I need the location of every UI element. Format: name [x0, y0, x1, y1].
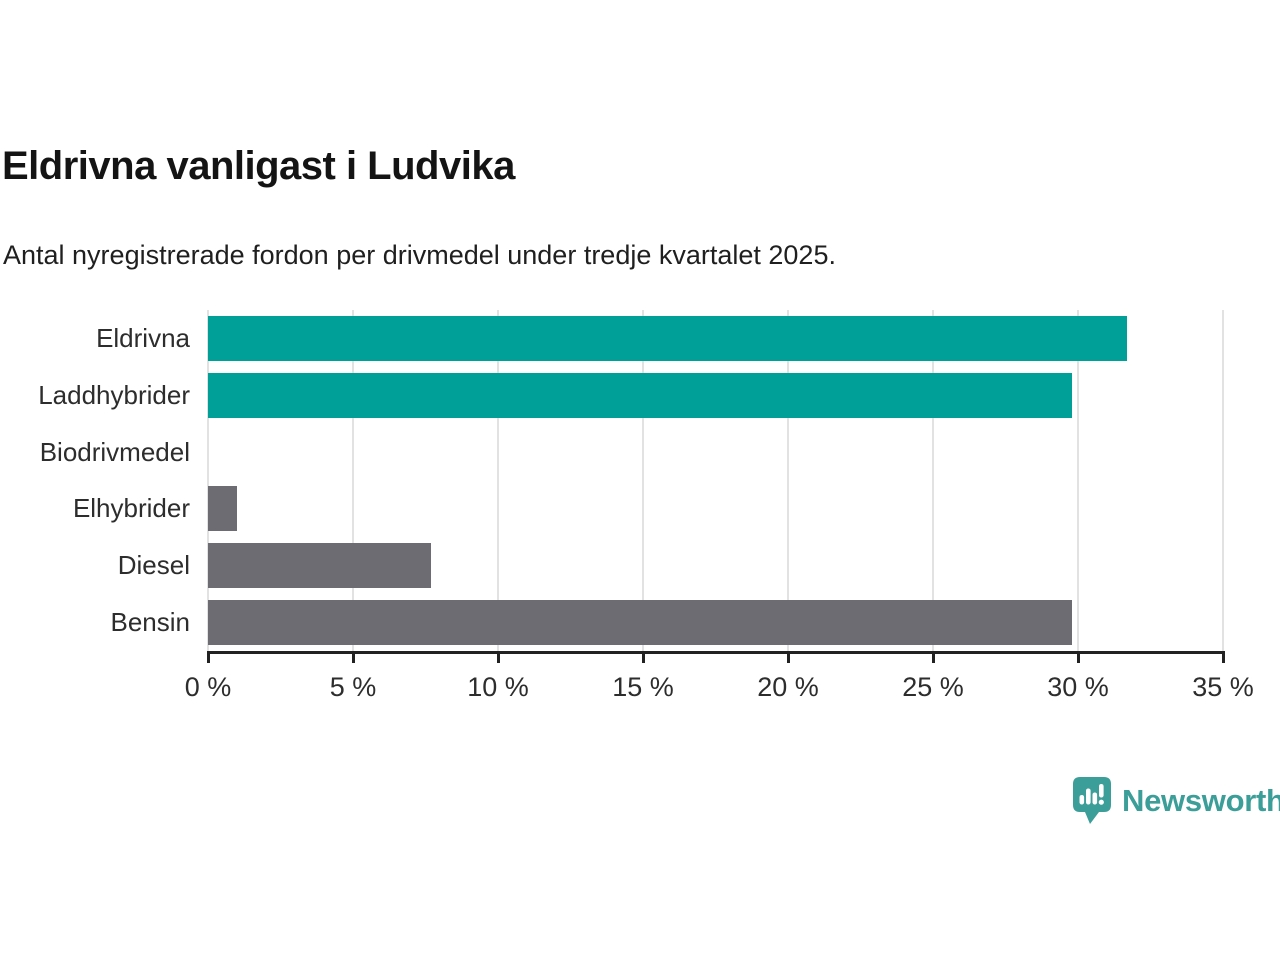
gridline [642, 310, 644, 651]
bar-row [208, 315, 1223, 361]
gridline [1077, 310, 1079, 651]
x-axis-tick-label: 25 % [902, 672, 964, 702]
bar-bensin [208, 600, 1073, 646]
category-label: Bensin [110, 607, 191, 638]
gridline [351, 310, 354, 651]
bar-chart: Eldrivna Laddhybrider Biodrivmedel Elhybrid… [0, 310, 1254, 710]
x-axis-tick-label: 15 % [612, 672, 674, 702]
bar-diesel [208, 543, 432, 589]
x-axis-tick-label: 0 % [184, 672, 232, 702]
category-label: Laddhybrider [38, 379, 190, 410]
x-axis-tick-label: 30 % [1047, 672, 1109, 702]
category-label: Eldrivna [96, 322, 190, 353]
x-axis-tick-label: 20 % [757, 672, 819, 702]
x-axis-tick-label: 5 % [329, 672, 377, 702]
gridline [786, 310, 789, 651]
chart-title: Eldrivna vanligast i Ludvika [2, 144, 515, 188]
category-labels: Eldrivna Laddhybrider Biodrivmedel Elhybrid… [0, 310, 190, 651]
plot-area: 0 % 5 % 10 % 15 % 20 % 25 % 30 % 35 % [185, 310, 1254, 702]
bar-row [208, 430, 1223, 475]
x-axis-tick [1222, 651, 1225, 663]
x-axis-tick [497, 651, 500, 663]
x-axis-tick [207, 651, 210, 663]
newsworthy-bar-chart-bubble-icon [1072, 776, 1112, 825]
x-axis-tick-label: 35 % [1192, 672, 1254, 702]
x-axis-tick [642, 651, 645, 663]
chart-subtitle: Antal nyregistrerade fordon per drivmede… [3, 240, 836, 270]
bar-laddhybrider [208, 372, 1073, 418]
gridline [496, 310, 499, 651]
gridline [207, 310, 209, 651]
newsworthy-logo: Newsworthy [1072, 776, 1280, 825]
x-axis-tick [932, 651, 935, 663]
bar-row [208, 600, 1223, 646]
bar-row [208, 486, 1223, 532]
bar-row [208, 372, 1223, 418]
gridline [1222, 310, 1224, 651]
bar-elhybrider [208, 486, 237, 532]
bar-eldrivna [208, 315, 1128, 361]
x-axis-tick-label: 10 % [467, 672, 529, 702]
newsworthy-logo-text: Newsworthy [1122, 782, 1280, 818]
category-label: Elhybrider [72, 493, 190, 524]
x-axis-tick [787, 651, 790, 663]
category-label: Biodrivmedel [39, 436, 190, 467]
bar-row [208, 543, 1223, 589]
x-axis-tick [1077, 651, 1080, 663]
gridline [932, 310, 934, 651]
x-axis-tick [352, 651, 355, 663]
category-label: Diesel [117, 550, 190, 581]
